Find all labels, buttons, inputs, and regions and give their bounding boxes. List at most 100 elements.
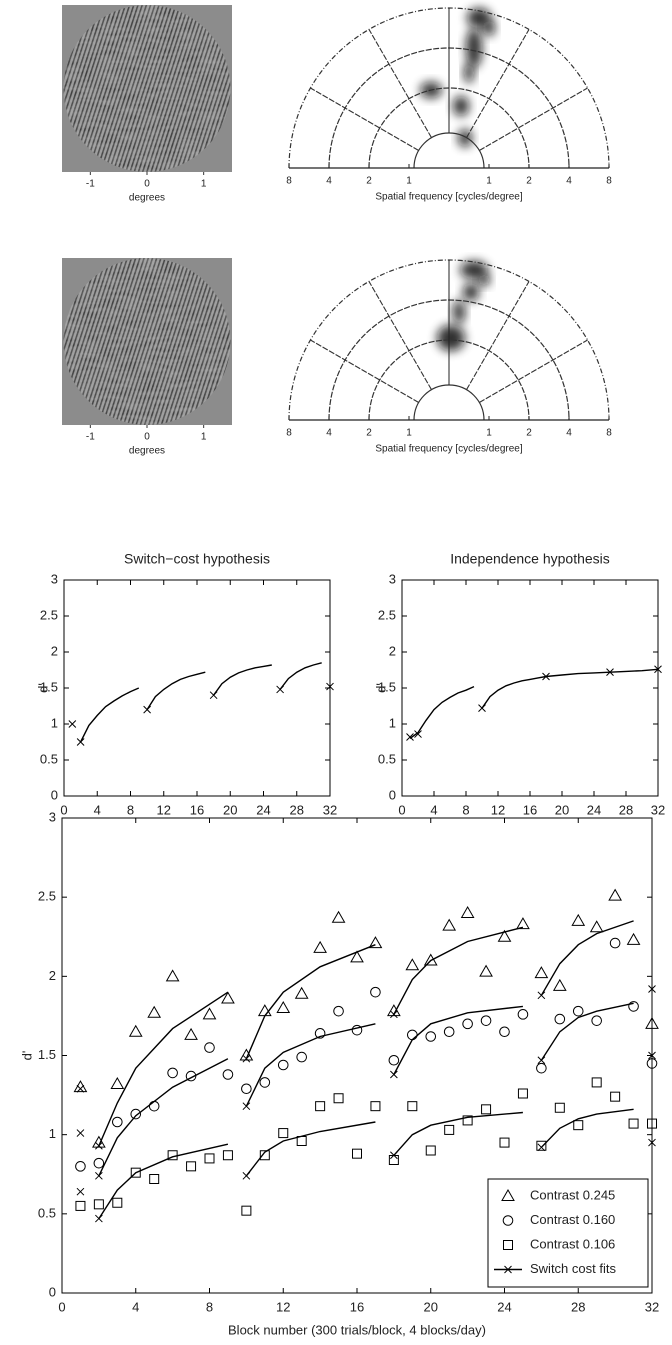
- x-tick-label: 0: [398, 802, 405, 817]
- spectrum-blob: [463, 283, 479, 301]
- y-tick-label: 0: [51, 787, 58, 802]
- fit-line: [81, 663, 322, 742]
- x-tick-label: 12: [491, 802, 505, 817]
- marker-triangle: [74, 1081, 86, 1092]
- marker-circle: [629, 1002, 639, 1012]
- x-tick-label: 28: [290, 802, 304, 817]
- marker-circle: [426, 1032, 436, 1042]
- x-tick-label: 1: [201, 179, 207, 190]
- polar-arc: [414, 385, 484, 420]
- marker-circle: [481, 1016, 491, 1026]
- polar-spoke: [479, 88, 587, 151]
- marker-square: [408, 1102, 417, 1111]
- marker-circle: [592, 1016, 602, 1026]
- marker-x: [95, 1172, 102, 1179]
- polar-arc: [414, 133, 484, 168]
- x-tick-label: 1: [406, 428, 412, 439]
- marker-square: [297, 1137, 306, 1146]
- x-tick-label: 8: [127, 802, 134, 817]
- marker-circle: [444, 1027, 454, 1037]
- marker-circle: [223, 1070, 233, 1080]
- x-tick-label: 1: [486, 176, 492, 187]
- y-axis-label: d': [35, 683, 50, 693]
- marker-square: [537, 1141, 546, 1150]
- x-tick-label: 8: [462, 802, 469, 817]
- marker-circle: [408, 1030, 418, 1040]
- y-tick-label: 1: [49, 1126, 56, 1141]
- marker-square: [555, 1103, 564, 1112]
- y-tick-label: 2: [51, 643, 58, 658]
- marker-x: [210, 692, 217, 699]
- x-axis-label: degrees: [129, 193, 165, 204]
- marker-triangle: [480, 966, 492, 977]
- marker-x: [277, 686, 284, 693]
- x-tick-label: 20: [223, 802, 237, 817]
- marker-triangle: [111, 1078, 123, 1089]
- marker-square: [592, 1078, 601, 1087]
- marker-triangle: [130, 1026, 142, 1037]
- x-tick-label: 0: [60, 802, 67, 817]
- x-tick-label: 2: [526, 176, 532, 187]
- spectrum-blob: [453, 300, 465, 324]
- x-tick-label: 0: [58, 1299, 65, 1314]
- grating-noise: [62, 5, 232, 172]
- x-tick-label: 16: [350, 1299, 364, 1314]
- marker-circle: [297, 1052, 307, 1062]
- marker-triangle: [443, 920, 455, 931]
- marker-circle: [149, 1101, 159, 1111]
- x-axis-label: Spatial frequency [cycles/degree]: [375, 444, 523, 455]
- x-tick-label: 16: [523, 802, 537, 817]
- polar-spoke: [310, 340, 418, 403]
- marker-circle: [131, 1109, 141, 1119]
- marker-triangle: [535, 967, 547, 978]
- x-tick-label: 24: [497, 1299, 511, 1314]
- x-tick-label: 4: [430, 802, 437, 817]
- marker-triangle: [167, 970, 179, 981]
- y-axis-label: d': [19, 1051, 34, 1061]
- marker-x: [77, 1188, 84, 1195]
- chart-title: Switch−cost hypothesis: [124, 551, 270, 567]
- x-tick-label: 28: [571, 1299, 585, 1314]
- marker-x: [144, 706, 151, 713]
- x-tick-label: 12: [276, 1299, 290, 1314]
- x-tick-label: 24: [587, 802, 601, 817]
- x-tick-label: 8: [606, 176, 612, 187]
- marker-circle: [113, 1117, 123, 1127]
- marker-triangle: [351, 951, 363, 962]
- y-tick-label: 2.5: [378, 607, 396, 622]
- fit-line: [99, 1003, 634, 1176]
- spectrum-blob: [453, 96, 469, 116]
- spectrum-blob: [464, 63, 474, 83]
- x-tick-label: 4: [326, 176, 332, 187]
- spectrum-blob: [466, 28, 482, 68]
- plot-frame: [64, 580, 330, 796]
- marker-triangle: [296, 988, 308, 999]
- marker-square: [242, 1206, 251, 1215]
- x-tick-label: 4: [132, 1299, 139, 1314]
- x-tick-label: 2: [366, 176, 372, 187]
- marker-triangle: [609, 890, 621, 901]
- marker-x: [390, 1071, 397, 1078]
- marker-square: [223, 1151, 232, 1160]
- marker-square: [445, 1125, 454, 1134]
- legend-label: Contrast 0.160: [530, 1212, 615, 1227]
- x-tick-label: 4: [566, 176, 572, 187]
- x-axis-label: Block number (300 trials/block, 4 blocks…: [228, 1322, 486, 1337]
- marker-circle: [260, 1078, 270, 1088]
- y-tick-label: 2: [389, 643, 396, 658]
- x-tick-label: 24: [256, 802, 270, 817]
- polar-spoke: [369, 281, 432, 389]
- x-axis-label: Spatial frequency [cycles/degree]: [375, 192, 523, 203]
- y-tick-label: 0: [49, 1284, 56, 1299]
- polar-spoke: [369, 29, 432, 137]
- y-tick-label: 1: [51, 715, 58, 730]
- y-tick-label: 0: [389, 787, 396, 802]
- marker-square: [518, 1089, 527, 1098]
- x-tick-label: 20: [555, 802, 569, 817]
- marker-triangle: [462, 907, 474, 918]
- x-axis-label: degrees: [129, 446, 165, 457]
- marker-circle: [168, 1068, 178, 1078]
- x-tick-label: 2: [526, 428, 532, 439]
- marker-x: [77, 1130, 84, 1137]
- marker-triangle: [333, 912, 345, 923]
